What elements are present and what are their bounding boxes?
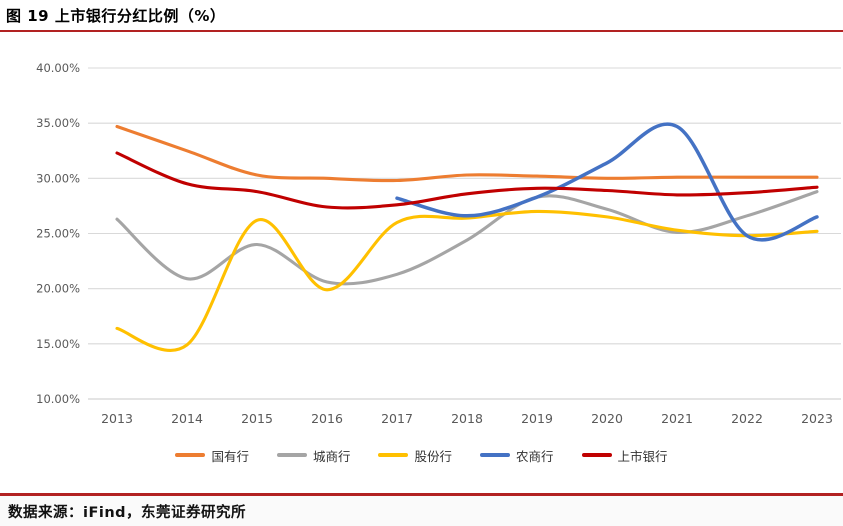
top-rule-divider [0,30,843,32]
legend-item-1: 国有行 [175,446,249,465]
legend-swatch-icon [581,453,612,457]
legend-swatch-icon [480,453,510,457]
legend-label: 上市银行 [617,448,668,464]
legend-label: 农商行 [516,448,554,464]
legend-swatch-icon [276,453,307,457]
footer: 数据来源：iFind，东莞证券研究所 [0,493,843,526]
legend-item-2: 城商行 [276,446,351,465]
y-tick-label: 40.00% [36,61,80,75]
x-tick-label: 2014 [171,411,203,426]
legend-label: 城商行 [312,448,351,464]
x-tick-label: 2013 [101,411,133,426]
data-source: 数据来源：iFind，东莞证券研究所 [0,496,843,526]
legend-item-3: 股份行 [378,446,452,465]
legend-label: 国有行 [211,448,249,464]
legend-label: 股份行 [414,448,452,464]
legend-item-5: 上市银行 [581,446,668,465]
dividend-ratio-line-chart: 40.00% 35.00% 30.00% 25.00% 20.00% 15.00% 10.0… [36,61,841,426]
chart-area: 40.00% 35.00% 30.00% 25.00% 20.00% 15.00% 10.0… [0,32,843,442]
series-line-1 [115,124,819,183]
x-tick-label: 2018 [451,411,483,426]
figure-title: 图 19 上市银行分红比例（%） [6,7,226,25]
y-tick-label: 20.00% [36,282,80,296]
chart-legend: 国有行 城商行 股份行 农商行 上市银行 [0,445,843,465]
x-tick-label: 2016 [311,411,343,426]
y-tick-label: 35.00% [36,116,80,130]
x-tick-label: 2015 [241,411,273,426]
series-line-2 [115,190,819,286]
y-tick-label: 30.00% [36,171,80,185]
x-tick-label: 2023 [801,411,833,426]
x-tick-label: 2020 [591,411,623,426]
legend-item-4: 农商行 [480,446,554,465]
y-tick-label: 15.00% [36,337,80,351]
x-tick-label: 2017 [381,411,413,426]
legend-swatch-icon [378,453,409,457]
x-tick-label: 2021 [661,411,693,426]
y-tick-label: 10.00% [36,392,80,406]
x-tick-label: 2022 [731,411,763,426]
x-tick-label: 2019 [521,411,553,426]
series-line-4 [395,122,819,242]
series-line-5 [115,151,819,210]
series-line-3 [115,209,819,352]
legend-swatch-icon [175,453,206,457]
y-tick-label: 25.00% [36,227,80,241]
bottom-rule-divider [0,493,843,496]
